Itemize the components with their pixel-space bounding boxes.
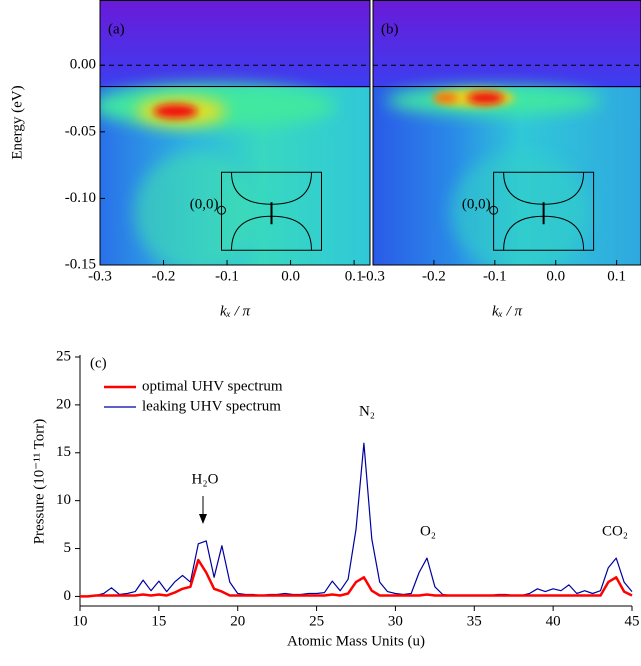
y-tick-label: 0 [64,588,72,604]
frame [99,0,371,266]
y-axis-label: Pressure (10⁻¹¹ Torr) [31,419,47,545]
annotation: H₂O [192,471,219,487]
x-tick-label: 10 [73,613,88,629]
inset-box [493,171,595,251]
y-tick-label: -0.10 [65,190,96,206]
y-tick-label: 25 [56,348,71,364]
x-tick-label: 20 [230,613,245,629]
inset: (0,0) [462,171,595,251]
annotation: N₂ [359,403,375,419]
inset-origin [489,205,499,215]
x-tick-label: 15 [151,613,166,629]
y-tick-label: 0.00 [70,57,96,73]
frame [372,0,641,266]
band-peak2 [433,93,458,104]
y-axis-label: Energy (eV) [9,85,25,159]
legend-label: optimal UHV spectrum [142,378,283,394]
annotation: O₂ [420,523,436,539]
x-axis-label: kₓ / π [220,303,251,319]
inset-origin [217,205,226,215]
band-peak [467,92,504,105]
x-axis-label: kₓ / π [492,303,523,319]
x-tick-label: -0.1 [215,268,239,284]
annotation: CO₂ [602,523,628,539]
series-line [80,558,633,598]
legend-label: leaking UHV spectrum [142,398,281,414]
tail [450,152,591,265]
x-tick-label: 25 [309,613,324,629]
image-top [373,0,641,88]
x-tick-label: -0.2 [152,268,176,284]
inset-label: (0,0) [462,197,491,213]
x-tick-label: 40 [546,613,561,629]
x-axis-label: Atomic Mass Units (u) [287,633,425,649]
arrow-head [199,514,207,524]
image-top [100,0,370,88]
x-tick-label: 0.0 [546,268,565,284]
inset-box [221,171,322,251]
band-peak [153,104,198,119]
inset-label: (0,0) [190,197,219,213]
x-tick-label: 0.0 [281,268,300,284]
panel-label: (a) [108,21,125,37]
y-tick-label: -0.15 [65,256,96,272]
x-tick-label: 35 [467,613,482,629]
x-tick-label: -0.1 [483,268,507,284]
panel-label: (c) [90,355,107,371]
y-tick-label: 5 [64,540,72,556]
tail [134,152,255,265]
x-tick-label: 0.1 [345,268,364,284]
x-tick-label: 45 [625,613,640,629]
x-tick-label: -0.3 [88,268,112,284]
x-tick-label: 0.1 [607,268,626,284]
y-tick-label: 10 [56,492,71,508]
x-tick-label: -0.2 [422,268,446,284]
spectrum-image [373,0,641,265]
series-line [80,442,633,597]
inset: (0,0) [190,171,322,251]
x-tick-label: 30 [388,613,403,629]
panel-label: (b) [381,21,399,37]
y-tick-label: 15 [56,444,71,460]
y-tick-label: -0.05 [65,123,96,139]
x-tick-label: -0.3 [361,268,385,284]
spectrum-image [100,0,370,265]
y-tick-label: 20 [56,396,71,412]
